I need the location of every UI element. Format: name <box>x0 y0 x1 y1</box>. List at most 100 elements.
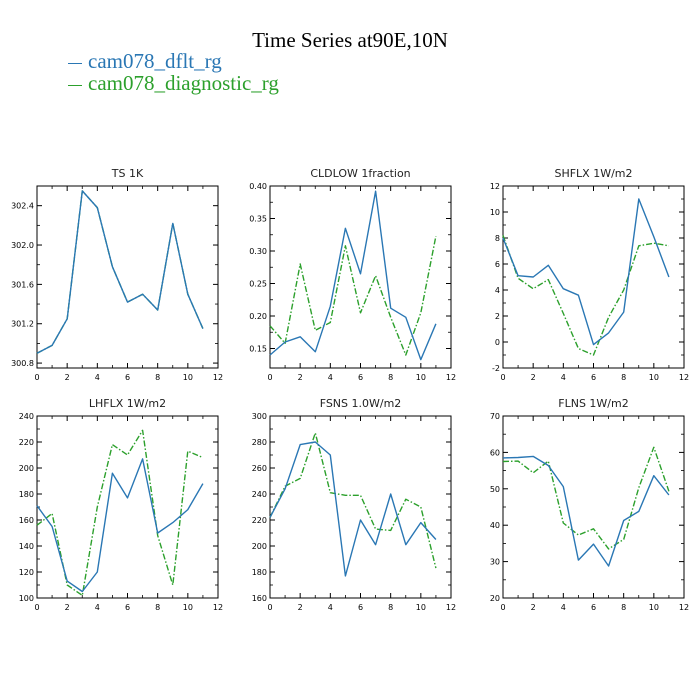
legend-item-diagnostic: cam078_diagnostic_rg <box>68 72 279 94</box>
x-tick-label: 8 <box>621 373 626 382</box>
x-tick-label: 8 <box>155 373 160 382</box>
x-tick-label: 8 <box>388 373 393 382</box>
y-tick-label: 180 <box>252 568 267 577</box>
y-tick-label: 50 <box>490 485 500 494</box>
series-line-dflt <box>269 441 437 577</box>
y-tick-label: 160 <box>19 516 34 525</box>
series-line-diagnostic <box>269 235 437 356</box>
x-tick-label: 2 <box>65 603 70 612</box>
series-line-dflt <box>36 458 204 593</box>
y-tick-label: 300 <box>252 412 267 421</box>
x-tick-label: 2 <box>298 373 303 382</box>
chart-panel-cldlow: CLDLOW 1fraction 0 2 4 6 8 10 12 0.15 0.20 0.25 0.3… <box>249 167 456 382</box>
series-line-diagnostic <box>269 432 437 569</box>
y-tick-label: 240 <box>252 490 267 499</box>
y-tick-label: 20 <box>490 594 500 603</box>
y-tick-label: 0.35 <box>249 215 267 224</box>
x-tick-label: 12 <box>679 373 689 382</box>
x-tick-label: 8 <box>388 603 393 612</box>
x-tick-label: 0 <box>34 373 39 382</box>
y-tick-label: 0.20 <box>249 312 267 321</box>
x-tick-label: 8 <box>621 603 626 612</box>
x-tick-label: 0 <box>500 603 505 612</box>
y-tick-label: -2 <box>492 364 500 373</box>
x-tick-label: 6 <box>591 603 596 612</box>
y-tick-label: 302.0 <box>11 241 34 250</box>
y-tick-label: 200 <box>19 464 34 473</box>
legend-line-diagnostic <box>68 84 82 86</box>
y-tick-label: 12 <box>490 182 500 191</box>
y-tick-label: 220 <box>19 438 34 447</box>
y-tick-label: 2 <box>495 312 500 321</box>
x-tick-label: 6 <box>358 373 363 382</box>
x-tick-label: 2 <box>531 603 536 612</box>
series-line-dflt <box>502 455 670 567</box>
series-line-diagnostic <box>502 235 670 356</box>
x-tick-label: 4 <box>95 373 100 382</box>
panel-title: FSNS 1.0W/m2 <box>320 397 402 410</box>
panel-title: TS 1K <box>111 167 144 180</box>
x-tick-label: 12 <box>213 603 223 612</box>
y-tick-label: 0.40 <box>249 182 267 191</box>
plot-frame <box>502 415 685 599</box>
x-tick-label: 10 <box>416 603 426 612</box>
x-tick-label: 4 <box>561 373 566 382</box>
y-tick-label: 4 <box>495 286 500 295</box>
y-tick-label: 302.4 <box>11 202 34 211</box>
x-tick-label: 2 <box>65 373 70 382</box>
y-tick-label: 280 <box>252 438 267 447</box>
x-tick-label: 10 <box>649 373 659 382</box>
legend-line-dflt <box>68 62 82 64</box>
y-tick-label: 240 <box>19 412 34 421</box>
y-tick-label: 180 <box>19 490 34 499</box>
x-tick-label: 12 <box>679 603 689 612</box>
y-tick-label: 0.15 <box>249 345 267 354</box>
x-tick-label: 0 <box>500 373 505 382</box>
x-tick-label: 8 <box>155 603 160 612</box>
page-title: Time Series at90E,10N <box>252 28 448 52</box>
x-tick-label: 10 <box>649 603 659 612</box>
plot-frame <box>269 185 452 369</box>
x-tick-label: 0 <box>34 603 39 612</box>
x-tick-label: 12 <box>446 373 456 382</box>
x-tick-label: 12 <box>446 603 456 612</box>
legend-label-diagnostic: cam078_diagnostic_rg <box>88 71 279 95</box>
y-tick-label: 120 <box>19 568 34 577</box>
x-tick-label: 10 <box>416 373 426 382</box>
y-tick-label: 160 <box>252 594 267 603</box>
y-tick-label: 220 <box>252 516 267 525</box>
y-tick-label: 301.2 <box>11 320 34 329</box>
x-tick-label: 10 <box>183 373 193 382</box>
x-tick-label: 4 <box>561 603 566 612</box>
x-tick-label: 2 <box>298 603 303 612</box>
x-tick-label: 2 <box>531 373 536 382</box>
y-tick-label: 60 <box>490 448 500 457</box>
series-line-diagnostic <box>502 446 670 550</box>
series-line-dflt <box>36 190 204 354</box>
x-tick-label: 4 <box>95 603 100 612</box>
y-tick-label: 6 <box>495 260 500 269</box>
legend-label-dflt: cam078_dflt_rg <box>88 49 222 73</box>
chart-panel-lhflx: LHFLX 1W/m2 0 2 4 6 8 10 12 100 120 140 160 180 200 22… <box>19 397 223 612</box>
series-line-dflt <box>502 198 670 346</box>
plot-frame <box>269 415 452 599</box>
chart-panel-ts: TS 1K 0 2 4 6 8 10 12 300.8 301.2 301.6 302.0 302.4 <box>11 167 223 382</box>
series-line-dflt <box>269 190 437 361</box>
chart-panel-fsns: FSNS 1.0W/m2 0 2 4 6 8 10 12 160 180 200 220 240 260 2… <box>252 397 456 612</box>
y-tick-label: 40 <box>490 521 500 530</box>
y-tick-label: 260 <box>252 464 267 473</box>
y-tick-label: 301.6 <box>11 280 34 289</box>
y-tick-label: 200 <box>252 542 267 551</box>
x-tick-label: 6 <box>358 603 363 612</box>
y-tick-label: 0 <box>495 338 500 347</box>
x-tick-label: 0 <box>267 373 272 382</box>
x-tick-label: 6 <box>591 373 596 382</box>
x-tick-label: 0 <box>267 603 272 612</box>
panel-title: SHFLX 1W/m2 <box>554 167 632 180</box>
panel-title: FLNS 1W/m2 <box>558 397 628 410</box>
y-tick-label: 0.30 <box>249 247 267 256</box>
chart-panel-flns: FLNS 1W/m2 0 2 4 6 8 10 12 20 30 40 50 60 70 <box>490 397 689 612</box>
y-tick-label: 30 <box>490 558 500 567</box>
